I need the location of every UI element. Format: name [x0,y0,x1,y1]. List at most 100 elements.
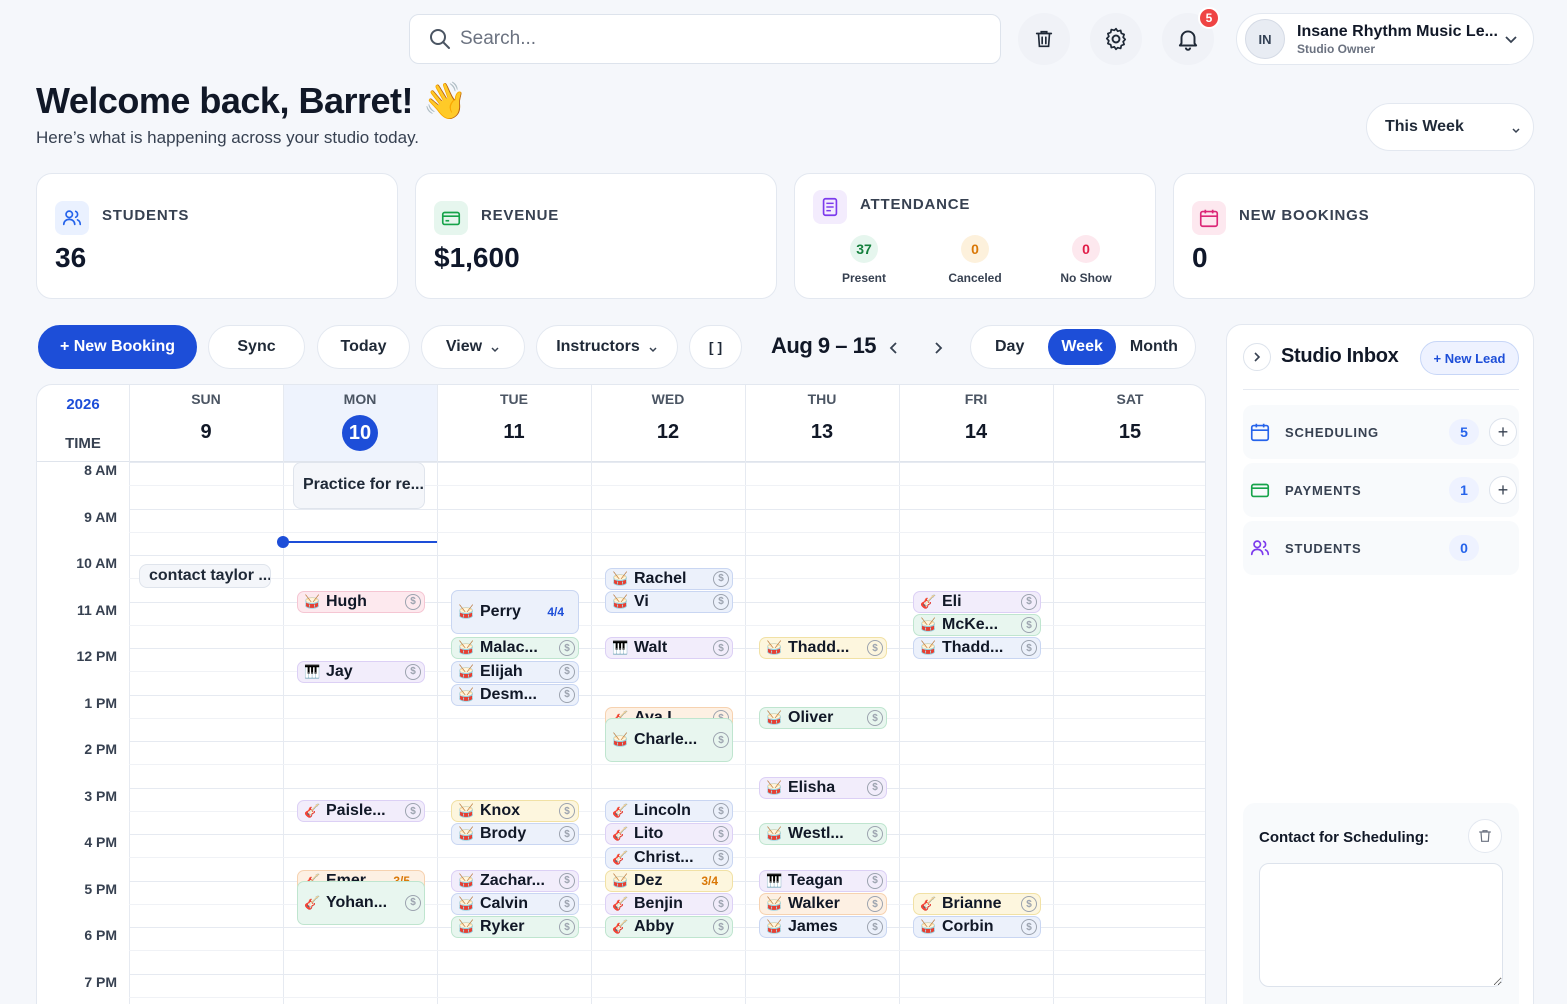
users-icon [1250,540,1270,556]
lesson-event[interactable]: 🥁 Westl... $ [759,823,887,846]
lesson-event[interactable]: 🥁 Walker $ [759,893,887,916]
student-name: Thadd... [942,639,1004,657]
lesson-event[interactable]: 🎹 Teagan $ [759,869,887,892]
lesson-event[interactable]: 🎸 Christ... $ [605,846,733,869]
students-label: STUDENTS [102,207,190,224]
trash-button[interactable] [1018,13,1070,65]
note-event[interactable]: Practice for re... [293,462,425,509]
lesson-event[interactable]: 🥁 McKe... $ [913,614,1041,637]
add-payment-button[interactable]: + [1489,476,1517,504]
day-date: 14 [964,421,988,443]
date-range: Aug 9 – 15 [771,333,877,358]
inbox-row-payments[interactable]: PAYMENTS 1 + [1243,463,1519,517]
lesson-event[interactable]: 🥁 Elijah $ [451,660,579,683]
hour-line [129,462,1205,463]
contact-textarea[interactable] [1259,863,1503,987]
day-header-wed[interactable]: WED 12 [591,385,745,461]
today-button[interactable]: Today [317,325,410,369]
contact-title: Contact for Scheduling: [1259,829,1429,846]
day-header-sun[interactable]: SUN 9 [129,385,283,461]
search-bar[interactable] [409,14,1001,64]
day-header-mon[interactable]: MON 10 [283,385,437,461]
chevron-left-icon[interactable] [884,338,904,358]
notifications-button[interactable]: 5 [1162,7,1220,65]
day-header-tue[interactable]: TUE 11 [437,385,591,461]
lesson-event[interactable]: 🥁 Malac... $ [451,637,579,660]
lesson-event[interactable]: 🎸 Lito $ [605,823,733,846]
lesson-event[interactable]: 🥁 Dez 3/4 [605,869,733,892]
dollar-icon: $ [867,640,883,657]
add-scheduling-button[interactable]: + [1489,418,1517,446]
clear-button[interactable] [1468,819,1502,853]
lesson-event[interactable]: 🥁 Hugh $ [297,590,425,613]
lesson-event[interactable]: 🎹 Walt $ [605,637,733,660]
lesson-event[interactable]: 🥁 Zachar... $ [451,869,579,892]
day-header-fri[interactable]: FRI 14 [899,385,1053,461]
lesson-event[interactable]: 🥁 Rachel $ [605,567,733,590]
search-input[interactable] [460,28,960,50]
student-name: Elisha [788,778,836,796]
lesson-event[interactable]: 🎸 Yohan... $ [297,880,425,925]
student-name: James [788,918,838,936]
lesson-event[interactable]: 🎸 Lincoln $ [605,800,733,823]
bookings-label: NEW BOOKINGS [1239,207,1370,224]
dollar-icon: $ [559,826,575,843]
time-label: 3 PM [84,787,117,804]
profile-menu[interactable]: IN Insane Rhythm Music Le... Studio Owne… [1236,13,1534,65]
hour-line [129,973,1205,975]
drum-icon: 🥁 [458,640,475,656]
lesson-event[interactable]: 🥁 Thadd... $ [913,637,1041,660]
lesson-event[interactable]: 🎸 Eli $ [913,590,1041,613]
lesson-event[interactable]: 🥁 James $ [759,916,887,939]
lesson-event[interactable]: 🎸 Benjin $ [605,893,733,916]
lesson-event[interactable]: 🥁 Perry 4/4 [451,589,579,635]
lesson-event[interactable]: 🎹 Jay $ [297,660,425,683]
settings-button[interactable] [1090,13,1142,65]
studio-inbox: Studio Inbox + New Lead SCHEDULING 5 + P… [1226,324,1534,1004]
chevron-right-icon[interactable] [928,338,948,358]
lesson-event[interactable]: 🥁 Corbin $ [913,916,1041,939]
dollar-icon: $ [1021,919,1037,936]
lesson-event[interactable]: 🥁 Oliver $ [759,707,887,730]
inbox-row-students[interactable]: STUDENTS 0 [1243,521,1519,575]
inbox-row-count: 0 [1449,535,1479,561]
lesson-event[interactable]: 🥁 Vi $ [605,590,733,613]
lesson-event[interactable]: 🥁 Desm... $ [451,683,579,706]
seat-count: 4/4 [547,605,564,620]
lesson-event[interactable]: 🎸 Abby $ [605,916,733,939]
hour-line [129,555,1205,556]
lesson-event[interactable]: 🥁 Calvin $ [451,893,579,916]
week-tab[interactable]: Week [1048,329,1116,365]
lesson-event[interactable]: 🥁 Brody $ [451,823,579,846]
view-dropdown[interactable]: View [421,325,525,369]
guitar-icon: 🎸 [920,896,937,912]
day-date: 10 [342,415,378,451]
lesson-event[interactable]: 🎸 Brianne $ [913,893,1041,916]
new-booking-button[interactable]: + New Booking [38,325,197,369]
inbox-row-count: 5 [1449,419,1479,445]
lesson-event[interactable]: 🥁 Ryker $ [451,916,579,939]
day-header-thu[interactable]: THU 13 [745,385,899,461]
lesson-event[interactable]: 🥁 Thadd... $ [759,637,887,660]
dollar-icon: $ [713,896,729,913]
student-name: Dez [634,871,663,889]
lesson-event[interactable]: 🥁 Elisha $ [759,776,887,799]
inbox-row-scheduling[interactable]: SCHEDULING 5 + [1243,405,1519,459]
drum-icon: 🥁 [766,919,783,935]
lesson-event[interactable]: 🥁 Knox $ [451,800,579,823]
student-name: Corbin [942,918,994,936]
instructors-dropdown[interactable]: Instructors [536,325,678,369]
month-tab[interactable]: Month [1129,338,1178,355]
inbox-row-count: 1 [1449,477,1479,503]
collapse-button[interactable] [1243,343,1271,371]
sync-button[interactable]: Sync [208,325,305,369]
expand-button[interactable]: [ ] [689,325,742,369]
lesson-event[interactable]: 🎸 Paisle... $ [297,800,425,823]
note-event[interactable]: contact taylor ... [139,564,271,588]
new-lead-button[interactable]: + New Lead [1420,341,1519,375]
day-header-sat[interactable]: SAT 15 [1053,385,1205,461]
range-select[interactable]: This Week [1366,103,1534,151]
day-tab[interactable]: Day [995,338,1025,355]
dollar-icon: $ [1021,593,1037,610]
lesson-event[interactable]: 🥁 Charle... $ [605,717,733,763]
